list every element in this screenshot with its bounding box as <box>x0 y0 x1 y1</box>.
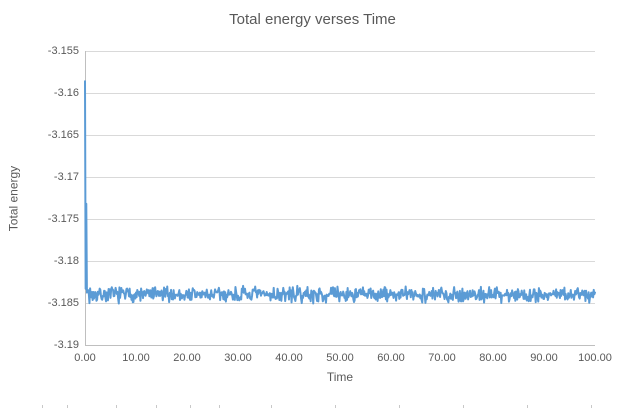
sheet-gridline-stub <box>190 405 191 408</box>
x-tick-label: 60.00 <box>377 352 405 364</box>
x-tick-label: 70.00 <box>428 352 456 364</box>
sheet-gridline-stub <box>116 405 117 408</box>
sheet-gridline-stub <box>67 405 68 408</box>
sheet-gridline-stub <box>399 405 400 408</box>
gridline <box>85 219 595 220</box>
x-axis-line <box>85 345 595 346</box>
gridline <box>85 261 595 262</box>
x-tick-label: 10.00 <box>122 352 150 364</box>
gridline <box>85 303 595 304</box>
x-tick-label: 30.00 <box>224 352 252 364</box>
gridline <box>85 93 595 94</box>
sheet-gridline-stub <box>271 405 272 408</box>
x-tick-label: 100.00 <box>578 352 612 364</box>
x-tick-label: 80.00 <box>479 352 507 364</box>
y-tick-label: -3.17 <box>53 171 79 183</box>
sheet-gridline-stub <box>335 405 336 408</box>
y-axis-title[interactable]: Total energy <box>6 165 21 232</box>
series-polyline <box>84 80 596 305</box>
y-tick-label: -3.185 <box>47 297 79 309</box>
x-tick-label: 0.00 <box>74 352 96 364</box>
sheet-gridline-stub <box>527 405 528 408</box>
total-energy-series-line[interactable] <box>84 51 596 345</box>
gridline <box>85 135 595 136</box>
y-tick-label: -3.175 <box>47 213 79 225</box>
chart-title[interactable]: Total energy verses Time <box>229 11 396 28</box>
y-tick-label: -3.155 <box>47 45 79 57</box>
sheet-gridline-stub <box>219 405 220 408</box>
y-tick-label: -3.18 <box>53 255 79 267</box>
y-tick-label: -3.16 <box>53 87 79 99</box>
x-tick-label: 50.00 <box>326 352 354 364</box>
plot-area[interactable] <box>84 51 596 346</box>
y-tick-label: -3.19 <box>53 339 79 351</box>
sheet-gridline-stub <box>156 405 157 408</box>
gridline <box>85 51 595 52</box>
x-axis-title[interactable]: Time <box>326 370 354 384</box>
sheet-gridline-stub <box>591 405 592 408</box>
y-tick-label: -3.165 <box>47 129 79 141</box>
x-tick-label: 90.00 <box>530 352 558 364</box>
x-tick-label: 20.00 <box>173 352 201 364</box>
sheet-gridline-stub <box>42 405 43 408</box>
gridline <box>85 177 595 178</box>
sheet-gridline-stub <box>463 405 464 408</box>
x-tick-label: 40.00 <box>275 352 303 364</box>
